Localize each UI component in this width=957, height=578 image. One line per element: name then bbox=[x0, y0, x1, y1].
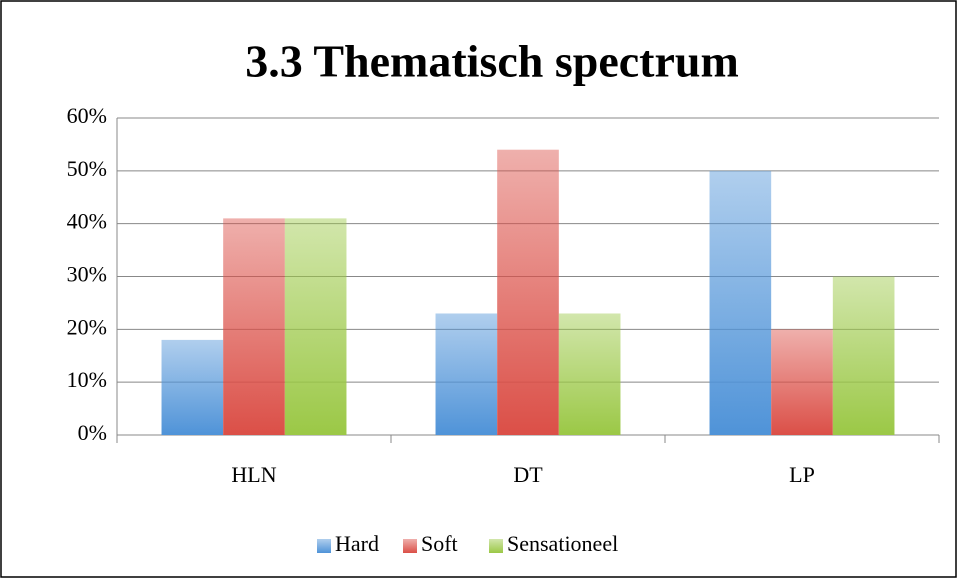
y-tick-label: 10% bbox=[67, 367, 107, 392]
bar bbox=[832, 276, 895, 435]
y-tick-label: 30% bbox=[67, 262, 107, 287]
bar bbox=[709, 170, 772, 436]
bar bbox=[771, 329, 833, 435]
y-tick-label: 0% bbox=[78, 420, 107, 445]
legend-swatch bbox=[489, 539, 503, 553]
legend-swatch bbox=[403, 539, 417, 553]
bar bbox=[558, 313, 621, 435]
x-tick-label: DT bbox=[513, 462, 543, 487]
x-tick-label: LP bbox=[789, 462, 815, 487]
legend-swatch bbox=[317, 539, 331, 553]
bar bbox=[497, 149, 559, 435]
bar bbox=[223, 218, 285, 435]
y-tick-label: 60% bbox=[67, 103, 107, 128]
y-tick-label: 40% bbox=[67, 209, 107, 234]
bar bbox=[161, 339, 224, 435]
legend-label: Hard bbox=[335, 531, 379, 556]
legend-label: Soft bbox=[421, 531, 458, 556]
bar bbox=[284, 218, 347, 435]
legend-label: Sensationeel bbox=[507, 531, 618, 556]
bar bbox=[435, 313, 498, 435]
chart-title: 3.3 Thematisch spectrum bbox=[245, 36, 739, 87]
x-tick-label: HLN bbox=[231, 462, 276, 487]
y-tick-label: 50% bbox=[67, 156, 107, 181]
y-tick-label: 20% bbox=[67, 314, 107, 339]
